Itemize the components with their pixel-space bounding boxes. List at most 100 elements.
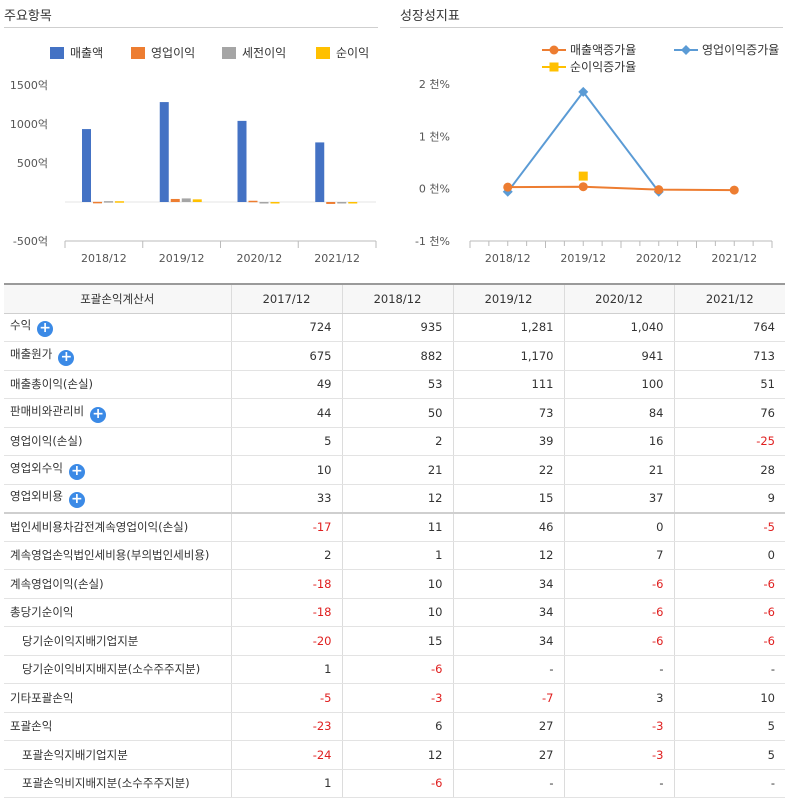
table-cell: 1,170 <box>452 341 564 371</box>
x-tick-label: 2021/12 <box>711 252 757 265</box>
row-label-text: 영업외수익 <box>10 460 63 475</box>
table-cell: 675 <box>230 341 342 371</box>
table-cell: 2 <box>230 541 342 570</box>
table-cell: - <box>563 655 674 684</box>
y-tick-label: 1500억 <box>10 79 48 92</box>
bar <box>248 200 258 203</box>
bar <box>82 129 91 202</box>
row-label: 영업외수익 + <box>4 455 231 485</box>
table-cell: 53 <box>341 370 453 399</box>
bar <box>259 202 269 204</box>
header-cell: 2019/12 <box>452 283 564 314</box>
table-row: 매출원가 +675 882 1,170 941 713 <box>4 341 785 371</box>
legend-label: 순이익 <box>336 46 369 60</box>
expand-plus-icon[interactable]: + <box>68 463 85 480</box>
table-cell: 1,040 <box>563 313 674 342</box>
table-cell: 33 <box>230 484 342 513</box>
row-label-text: 당기순이익비지배지분(소수주주지분) <box>22 662 201 677</box>
table-cell: 34 <box>452 626 564 656</box>
table-cell: -6 <box>341 655 453 684</box>
bar <box>337 202 347 204</box>
table-row: 총당기순이익 -18 10 34 -6 -6 <box>4 598 785 627</box>
table-row: 기타포괄손익 -5 -3 -7 3 10 <box>4 683 785 713</box>
table-cell: 37 <box>563 484 674 513</box>
expand-plus-icon[interactable]: + <box>58 349 75 366</box>
table-header-row: 포괄손익계산서 2017/12 2018/12 2019/12 2020/12 … <box>4 283 785 314</box>
row-label-text: 수익 <box>10 318 32 333</box>
table-cell: 10 <box>230 455 342 485</box>
table-cell: 5 <box>673 740 785 770</box>
bar <box>315 142 325 202</box>
table-cell: -3 <box>563 740 674 770</box>
row-label: 포괄손익지배기업지분 <box>4 740 231 770</box>
table-cell: -5 <box>673 511 785 542</box>
table-cell: 12 <box>341 484 453 513</box>
table-cell: 15 <box>341 626 453 656</box>
header-cell: 2018/12 <box>341 283 453 314</box>
table-cell: 34 <box>452 569 564 599</box>
row-label-text: 매출원가 <box>10 346 53 361</box>
row-label: 당기순이익비지배지분(소수주주지분) <box>4 655 231 684</box>
table-cell: 34 <box>452 598 564 627</box>
table-cell: 39 <box>452 427 564 456</box>
table-cell: 9 <box>673 484 785 513</box>
table-cell: 713 <box>673 341 785 371</box>
legend-swatch <box>50 47 64 59</box>
row-label-text: 계속영업이익(손실) <box>10 576 104 591</box>
table-cell: 15 <box>452 484 564 513</box>
right-panel-title-rule <box>400 27 783 28</box>
table-cell: 1,281 <box>452 313 564 342</box>
table-cell: 882 <box>341 341 453 371</box>
table-row: 포괄손익 -23 6 27 -3 5 <box>4 712 785 741</box>
y-tick-label: 0 천% <box>419 182 450 196</box>
table-row: 영업이익(손실) 5 2 39 16 -25 <box>4 427 785 456</box>
table-cell: - <box>563 769 674 798</box>
bar <box>104 201 113 203</box>
row-label-text: 판매비와관리비 <box>10 403 85 418</box>
table-cell: -7 <box>452 683 564 713</box>
table-cell: -6 <box>673 598 785 627</box>
bar <box>170 198 180 202</box>
table-row: 수익 +724 935 1,281 1,040 764 <box>4 313 785 342</box>
row-label: 법인세비용차감전계속영업이익(손실) <box>4 511 231 542</box>
bar <box>181 198 191 202</box>
x-tick-label: 2021/12 <box>314 252 360 265</box>
table-cell: 51 <box>673 370 785 399</box>
table-cell: 1 <box>230 655 342 684</box>
table-cell: 935 <box>341 313 453 342</box>
legend-swatch <box>131 47 145 59</box>
table-cell: -6 <box>563 626 674 656</box>
table-cell: 1 <box>341 541 453 570</box>
legend-label: 매출액 <box>70 46 103 60</box>
x-tick-label: 2019/12 <box>159 252 205 265</box>
table-cell: 50 <box>341 398 453 428</box>
row-label-text: 포괄손익지배기업지분 <box>22 747 128 762</box>
bar <box>326 202 336 204</box>
row-label: 영업외비용 + <box>4 484 231 513</box>
bar <box>192 199 202 202</box>
table-cell: 21 <box>563 455 674 485</box>
expand-plus-icon[interactable]: + <box>37 321 54 338</box>
table-row: 포괄손익지배기업지분 -24 12 27 -3 5 <box>4 740 785 770</box>
row-label: 매출원가 + <box>4 341 231 371</box>
header-cell: 2021/12 <box>673 283 785 314</box>
table-cell: 44 <box>230 398 342 428</box>
legend-label: 순이익증가율 <box>570 60 636 74</box>
data-point <box>729 185 739 195</box>
bar <box>93 201 102 204</box>
data-point <box>654 185 664 195</box>
expand-plus-icon[interactable]: + <box>68 492 85 508</box>
row-label: 기타포괄손익 <box>4 683 231 713</box>
table-row: 당기순이익지배기업지분 -20 15 34 -6 -6 <box>4 626 785 656</box>
table-cell: -18 <box>230 598 342 627</box>
table-cell: -6 <box>673 569 785 599</box>
table-row: 계속영업손익법인세비용(부의법인세비용) 2 1 12 7 0 <box>4 541 785 570</box>
series-line <box>507 185 735 192</box>
expand-plus-icon[interactable]: + <box>90 406 107 423</box>
row-label: 매출총이익(손실) <box>4 370 231 399</box>
row-label: 계속영업이익(손실) <box>4 569 231 599</box>
row-label-text: 총당기순이익 <box>10 605 74 620</box>
table-cell: 28 <box>673 455 785 485</box>
data-point <box>578 182 588 192</box>
